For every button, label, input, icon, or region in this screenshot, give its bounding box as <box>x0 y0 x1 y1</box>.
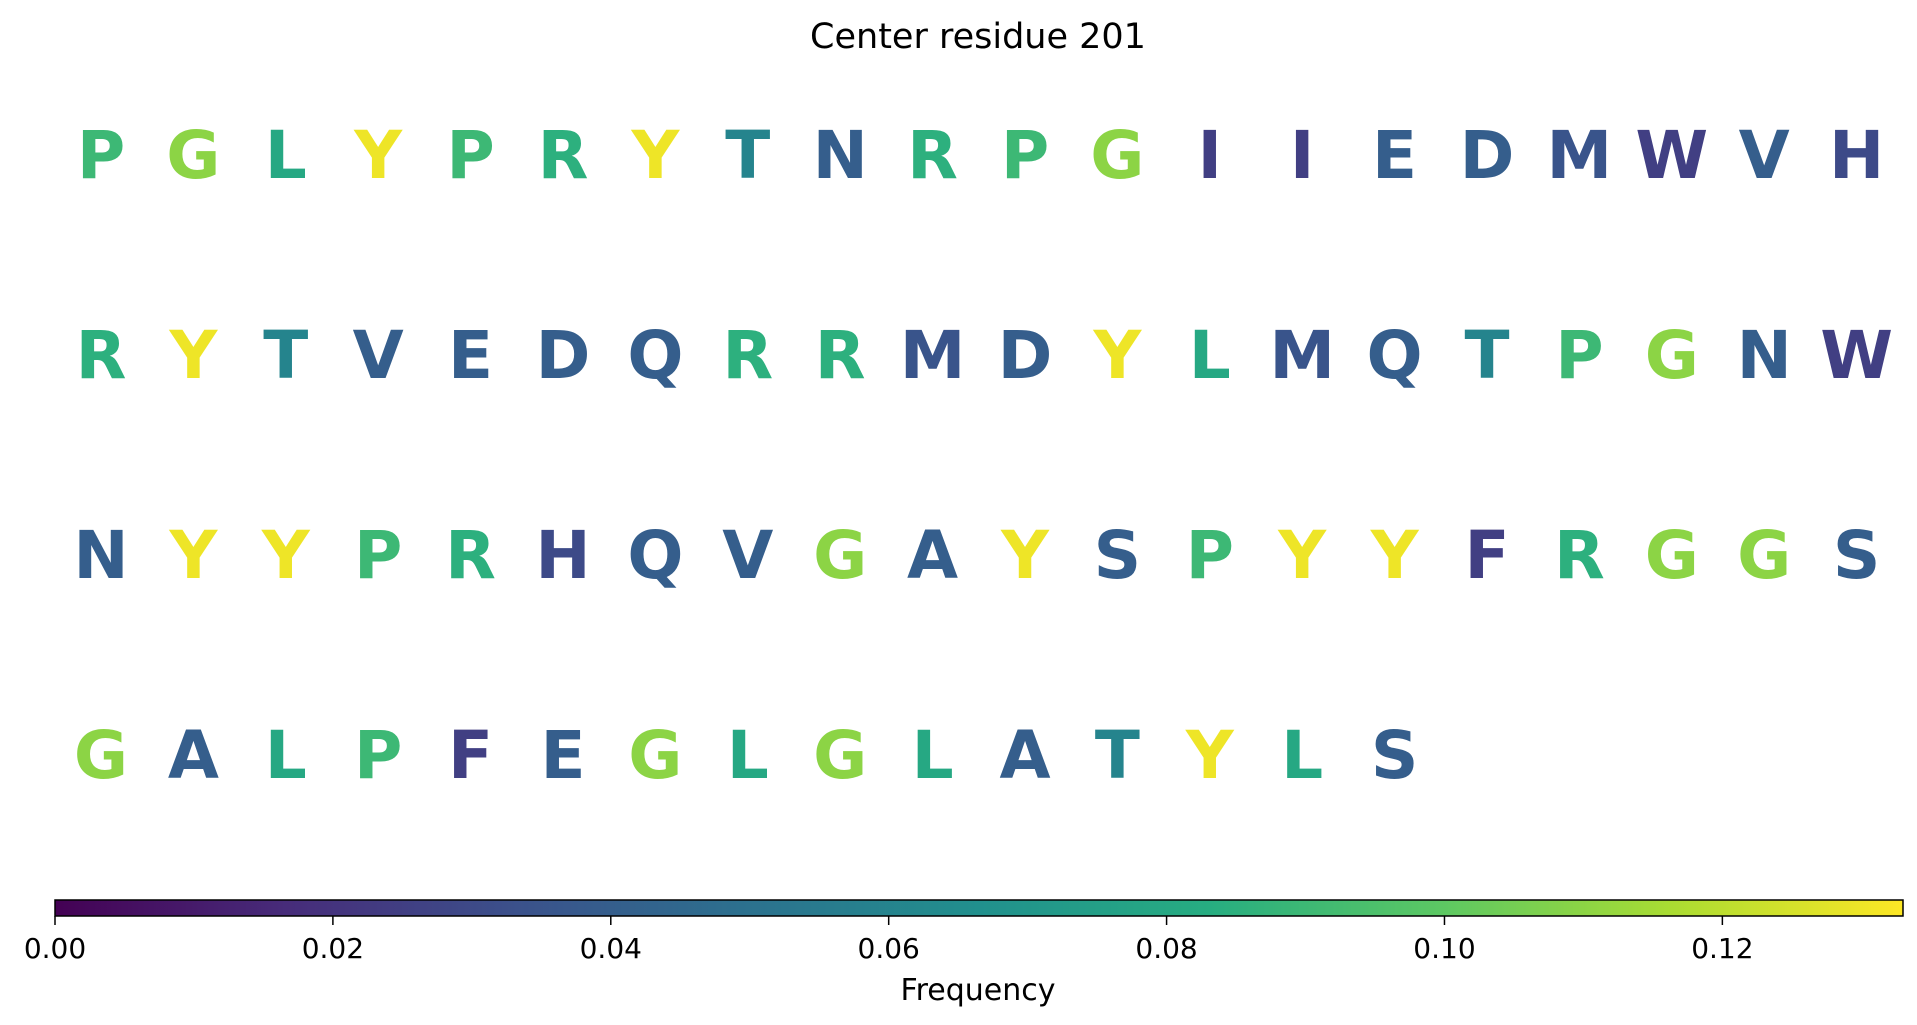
residue-letter: G <box>813 717 867 794</box>
residue-letter: P <box>1001 117 1049 194</box>
residue-letter: R <box>815 317 866 394</box>
residue-letter: E <box>540 717 585 794</box>
residue-letter: A <box>168 717 219 794</box>
colorbar-tick-label: 0.04 <box>580 932 642 965</box>
residue-letter: L <box>1189 317 1231 394</box>
residue-letter: Y <box>1185 717 1235 794</box>
colorbar-tick-label: 0.08 <box>1135 932 1197 965</box>
residue-letter: Y <box>1370 517 1420 594</box>
residue-letter: P <box>354 717 402 794</box>
residue-letter: T <box>1464 317 1509 394</box>
residue-letter: Y <box>169 317 219 394</box>
residue-letter: V <box>722 517 773 594</box>
residue-letter: L <box>265 117 307 194</box>
residue-letter: W <box>1820 317 1893 394</box>
residue-letter: M <box>1547 117 1613 194</box>
residue-letter: F <box>1464 517 1509 594</box>
colorbar-label: Frequency <box>901 973 1056 1008</box>
residue-letter: S <box>1094 517 1142 594</box>
residue-letter: R <box>722 317 773 394</box>
residue-letter: Y <box>631 117 681 194</box>
residue-letter: L <box>265 717 307 794</box>
letters-grid: P G L Y P R Y T N R P G I I E D M W V HR Y T V E D Q R R M D Y L M Q T P G N W… <box>73 117 1893 794</box>
residue-letter: T <box>1095 717 1140 794</box>
residue-letter: G <box>166 117 220 194</box>
residue-letter: Y <box>1277 517 1327 594</box>
residue-letter: Y <box>1000 517 1050 594</box>
residue-letter: G <box>1090 117 1144 194</box>
colorbar-tick-label: 0.06 <box>858 932 920 965</box>
residue-letter: H <box>1829 117 1884 194</box>
residue-letter: N <box>73 517 128 594</box>
colorbar: 0.00 0.02 0.04 0.06 0.08 0.10 0.12 Frequency <box>24 899 1904 1008</box>
colorbar-tick-label: 0.10 <box>1413 932 1475 965</box>
residue-letter: Q <box>1367 317 1423 394</box>
residue-letter: D <box>998 317 1053 394</box>
residue-letter: N <box>1737 317 1792 394</box>
residue-letter: S <box>1833 517 1881 594</box>
residue-letter: M <box>900 317 966 394</box>
residue-letter: Q <box>627 517 683 594</box>
residue-letter: F <box>448 717 493 794</box>
chart-title: Center residue 201 <box>810 17 1146 57</box>
residue-letter: P <box>1555 317 1603 394</box>
residue-letter: Y <box>1093 317 1143 394</box>
residue-letter: Y <box>169 517 219 594</box>
residue-letter: L <box>912 717 954 794</box>
residue-letter: A <box>907 517 958 594</box>
residue-letter: R <box>1554 517 1605 594</box>
residue-letter: T <box>263 317 308 394</box>
colorbar-gradient <box>54 899 1904 917</box>
residue-letter: A <box>999 717 1050 794</box>
residue-letter: Q <box>627 317 683 394</box>
residue-letter: P <box>77 117 125 194</box>
residue-letter: V <box>353 317 404 394</box>
colorbar-tick-label: 0.00 <box>24 932 86 965</box>
residue-letter: R <box>538 117 589 194</box>
residue-letter: W <box>1635 117 1708 194</box>
residue-letter: G <box>813 517 867 594</box>
residue-letter: E <box>1372 117 1417 194</box>
residue-letter: S <box>1371 717 1419 794</box>
residue-letter: Y <box>261 517 311 594</box>
residue-letter: R <box>445 517 496 594</box>
residue-letter: Y <box>353 117 403 194</box>
colorbar-ticks: 0.00 0.02 0.04 0.06 0.08 0.10 0.12 <box>24 916 1754 965</box>
residue-letter: I <box>1198 117 1223 194</box>
residue-letter: N <box>813 117 868 194</box>
residue-letter: T <box>725 117 770 194</box>
residue-letter: E <box>448 317 493 394</box>
residue-letter: G <box>1737 517 1791 594</box>
residue-letter: R <box>76 317 127 394</box>
residue-letter: P <box>1186 517 1234 594</box>
residue-letter: D <box>536 317 591 394</box>
residue-letter: G <box>628 717 682 794</box>
residue-letter: P <box>354 517 402 594</box>
residue-letter: M <box>1269 317 1335 394</box>
residue-letter: V <box>1739 117 1790 194</box>
colorbar-tick-label: 0.12 <box>1691 932 1753 965</box>
residue-letter: P <box>446 117 494 194</box>
residue-letter: L <box>727 717 769 794</box>
residue-letter: G <box>74 717 128 794</box>
residue-letter: H <box>535 517 590 594</box>
residue-letter: D <box>1460 117 1515 194</box>
residue-letter: R <box>907 117 958 194</box>
residue-letter: L <box>1281 717 1323 794</box>
residue-letter: I <box>1290 117 1315 194</box>
residue-letter: G <box>1645 517 1699 594</box>
colorbar-tick-label: 0.02 <box>302 932 364 965</box>
residue-letter: G <box>1645 317 1699 394</box>
